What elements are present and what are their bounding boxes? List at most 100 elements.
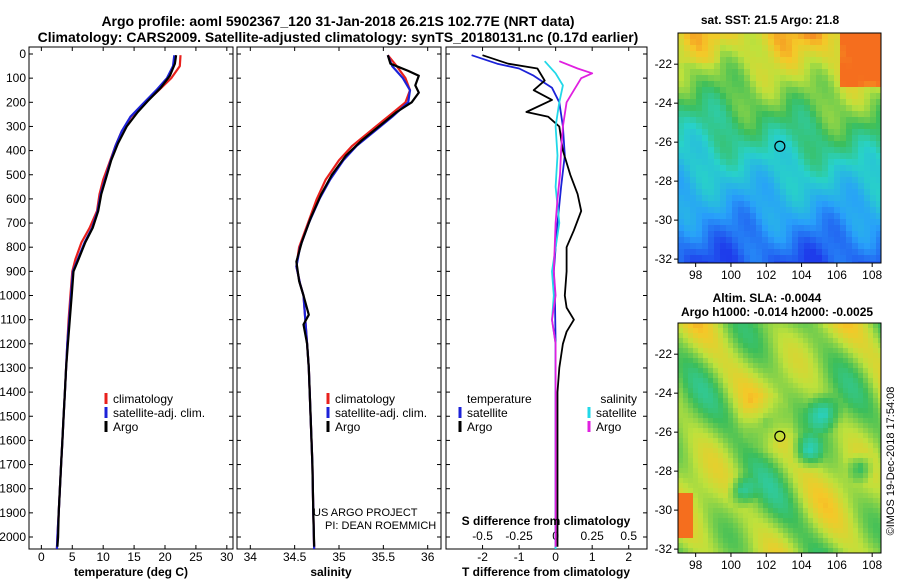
heatmap-cell [878,498,882,504]
heatmap-cell [792,255,799,262]
heatmap-cell [698,438,704,444]
heatmap-cell [728,503,734,509]
heatmap-cell [758,473,764,479]
heatmap-cell [688,508,694,514]
heatmap-cell [743,513,749,519]
heatmap-cell [834,159,841,166]
heatmap-cell [803,383,809,389]
heatmap-cell [756,261,763,264]
heatmap-cell [714,189,721,196]
heatmap-cell [678,255,685,262]
heatmap-cell [818,348,824,354]
heatmap-cell [798,423,804,429]
heatmap-cell [876,195,882,202]
heatmap-cell [818,373,824,379]
heatmap-cell [708,261,715,264]
heatmap-cell [703,323,709,329]
heatmap-cell [738,358,744,364]
heatmap-cell [703,338,709,344]
heatmap-cell [708,201,715,208]
heatmap-cell [696,141,703,148]
heatmap-cell [683,423,689,429]
heatmap-cell [828,488,834,494]
heatmap-cell [723,433,729,439]
heatmap-cell [843,498,849,504]
heatmap-cell [678,231,685,238]
heatmap-cell [753,343,759,349]
heatmap-cell [773,403,779,409]
heatmap-cell [758,423,764,429]
heatmap-cell [726,183,733,190]
heatmap-cell [708,87,715,94]
heatmap-cell [768,183,775,190]
heatmap-cell [750,123,757,130]
heatmap-cell [756,123,763,130]
heatmap-cell [798,39,805,46]
heatmap-cell [738,135,745,142]
heatmap-cell [768,498,774,504]
heatmap-cell [788,378,794,384]
heatmap-cell [838,423,844,429]
heatmap-cell [726,99,733,106]
heatmap-cell [828,105,835,112]
heatmap-cell [838,498,844,504]
heatmap-cell [743,418,749,424]
heatmap-cell [708,323,714,329]
heatmap-cell [738,183,745,190]
heatmap-cell [762,219,769,226]
heatmap-cell [798,189,805,196]
heatmap-cell [873,438,879,444]
heatmap-cell [873,443,879,449]
heatmap-cell [773,528,779,534]
heatmap-cell [778,388,784,394]
heatmap-cell [693,323,699,329]
heatmap-cell [778,473,784,479]
heatmap-cell [846,243,853,250]
heatmap-cell [738,165,745,172]
heatmap-cell [763,533,769,539]
heatmap-cell [783,453,789,459]
heatmap-cell [708,548,714,554]
heatmap-cell [798,358,804,364]
heatmap-cell [738,93,745,100]
depth-tick-label: 1900 [0,506,26,520]
heatmap-cell [748,373,754,379]
heatmap-cell [803,478,809,484]
heatmap-cell [780,225,787,232]
heatmap-cell [788,438,794,444]
heatmap-cell [723,328,729,334]
heatmap-cell [783,528,789,534]
heatmap-cell [822,183,829,190]
heatmap-cell [783,323,789,329]
heatmap-cell [768,105,775,112]
heatmap-cell [696,93,703,100]
heatmap-cell [853,473,859,479]
heatmap-cell [726,93,733,100]
heatmap-cell [870,183,877,190]
heatmap-cell [758,353,764,359]
heatmap-cell [870,123,877,130]
heatmap-cell [852,147,859,154]
heatmap-cell [873,323,879,329]
heatmap-cell [726,39,733,46]
heatmap-cell [698,523,704,529]
heatmap-cell [878,433,882,439]
heatmap-cell [713,483,719,489]
heatmap-cell [753,508,759,514]
heatmap-cell [834,225,841,232]
heatmap-cell [816,255,823,262]
heatmap-cell [702,231,709,238]
heatmap-cell [733,363,739,369]
heatmap-cell [696,159,703,166]
heatmap-cell [732,147,739,154]
heatmap-cell [828,39,835,46]
heatmap-cell [728,408,734,414]
heatmap-cell [870,117,877,124]
heatmap-cell [838,343,844,349]
heatmap-cell [823,428,829,434]
heatmap-cell [768,255,775,262]
heatmap-cell [702,57,709,64]
heatmap-cell [748,438,754,444]
heatmap-cell [786,207,793,214]
heatmap-cell [858,75,865,82]
